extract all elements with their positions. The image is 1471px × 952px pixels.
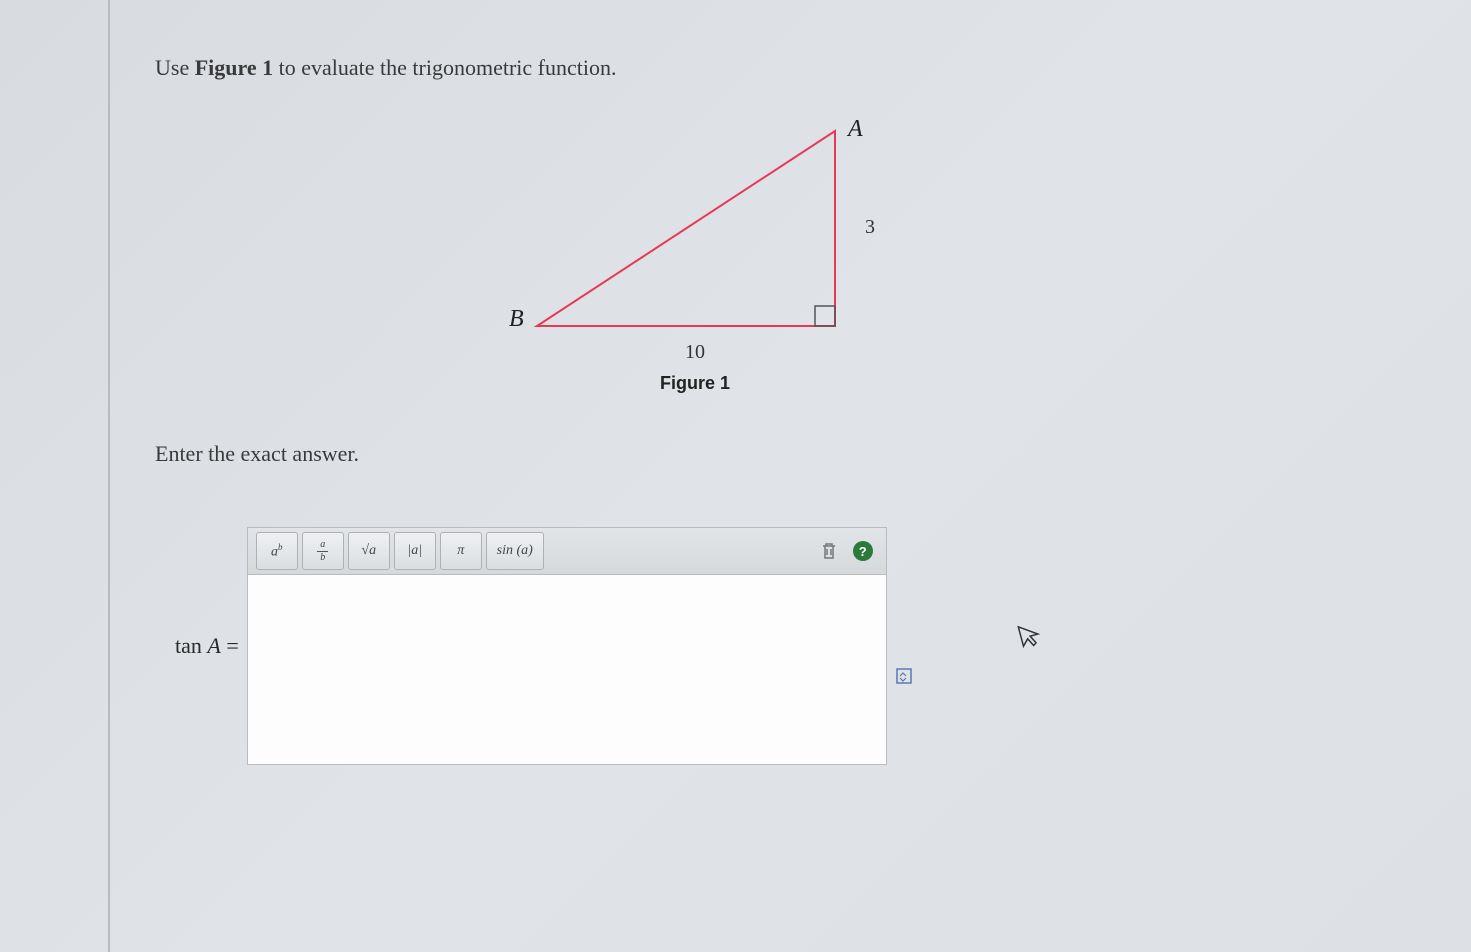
abs-button[interactable]: |a| [394,532,436,570]
fraction-button[interactable]: ab [302,532,344,570]
instruction-text: Use Figure 1 to evaluate the trigonometr… [155,55,1471,81]
answer-input[interactable] [247,575,887,765]
help-icon: ? [853,541,873,561]
figure-caption: Figure 1 [660,373,730,394]
help-button[interactable]: ? [848,536,878,566]
question-content: Use Figure 1 to evaluate the trigonometr… [0,0,1471,765]
tan-label: tan [175,633,207,658]
trash-icon [821,542,837,560]
answer-row: tan A = ab ab √a |a| π sin (a) ? [155,527,1471,765]
figure-1: A B 3 10 Figure 1 [505,121,1205,401]
pi-button[interactable]: π [440,532,482,570]
vertex-a-label: A [848,116,863,143]
expand-icon [895,667,913,685]
triangle-svg [505,121,905,401]
enter-answer-prompt: Enter the exact answer. [155,441,1471,467]
expand-button[interactable] [895,667,915,687]
answer-label: tan A = [155,633,239,659]
exponent-button[interactable]: ab [256,532,298,570]
sqrt-button[interactable]: √a [348,532,390,570]
vertex-b-label: B [509,306,524,333]
right-angle-box [815,306,835,326]
math-toolbar: ab ab √a |a| π sin (a) ? [247,527,887,575]
triangle-shape [537,131,835,326]
sin-button[interactable]: sin (a) [486,532,544,570]
left-divider [108,0,110,952]
math-editor: ab ab √a |a| π sin (a) ? [247,527,887,765]
instruction-prefix: Use [155,55,195,80]
instruction-suffix: to evaluate the trigonometric function. [273,55,616,80]
equals-label: = [221,633,239,658]
var-a-label: A [207,633,220,658]
instruction-bold: Figure 1 [195,55,273,80]
side-10-label: 10 [685,341,705,364]
side-3-label: 3 [865,216,875,239]
trash-button[interactable] [814,536,844,566]
